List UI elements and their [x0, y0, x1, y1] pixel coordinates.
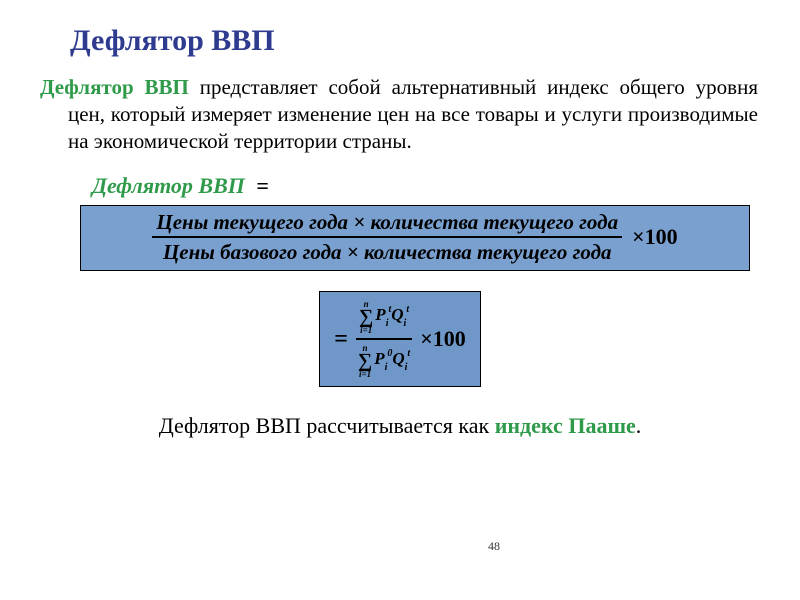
page-number: 48 — [488, 539, 500, 554]
leading-equals: = — [334, 326, 348, 353]
q-sub-num: i — [404, 318, 407, 329]
definition-paragraph: Дефлятор ВВП представляет собой альтерна… — [40, 74, 760, 155]
sigma-symbol-bottom: n ∑ i=1 — [358, 344, 372, 378]
sigma-formula-wrap: = n ∑ i=1 PitQit n ∑ — [40, 291, 760, 387]
slide-title: Дефлятор ВВП — [70, 24, 760, 58]
p-sub-den: i — [385, 362, 388, 373]
sigma-denominator: n ∑ i=1 Pi0Qit — [356, 342, 412, 380]
deflator-label-row: Дефлятор ВВП = — [92, 173, 760, 199]
bottom-prefix: Дефлятор ВВП рассчитывается как — [159, 413, 495, 438]
sigma-fraction-bar — [356, 338, 412, 340]
word-denominator: Цены базового года × количества текущего… — [159, 240, 616, 264]
word-numerator: Цены текущего года × количества текущего… — [152, 210, 622, 234]
sigma-lower-limit-den: i=1 — [359, 370, 371, 378]
q-sup-den: t — [407, 348, 410, 359]
p-sup-den: 0 — [387, 348, 392, 359]
numerator-expression: PitQit — [375, 306, 409, 327]
sigma-lower-limit-num: i=1 — [360, 326, 372, 334]
q-sup-num: t — [406, 304, 409, 315]
word-formula-box: Цены текущего года × количества текущего… — [80, 205, 750, 271]
lead-term: Дефлятор ВВП — [40, 75, 189, 99]
fraction-bar — [152, 236, 622, 238]
sigma-icon: ∑ — [358, 352, 372, 370]
sigma-icon: ∑ — [359, 308, 373, 326]
word-fraction: Цены текущего года × количества текущего… — [152, 210, 622, 264]
sigma-fraction: n ∑ i=1 PitQit n ∑ i=1 — [356, 298, 412, 380]
bottom-line: Дефлятор ВВП рассчитывается как индекс П… — [40, 413, 760, 439]
slide: Дефлятор ВВП Дефлятор ВВП представляет с… — [0, 0, 800, 600]
bottom-suffix: . — [636, 413, 642, 438]
q-sub-den: i — [405, 362, 408, 373]
times-100: ×100 — [632, 224, 678, 250]
sigma-formula-box: = n ∑ i=1 PitQit n ∑ — [319, 291, 481, 387]
equals-sign: = — [256, 173, 269, 198]
sigma-numerator: n ∑ i=1 PitQit — [357, 298, 411, 336]
sigma-symbol-top: n ∑ i=1 — [359, 300, 373, 334]
paasche-index-term: индекс Пааше — [495, 413, 636, 438]
p-sup-num: t — [388, 304, 391, 315]
p-sub-num: i — [386, 318, 389, 329]
deflator-label: Дефлятор ВВП — [92, 173, 245, 198]
denominator-expression: Pi0Qit — [374, 350, 410, 371]
sigma-times-100: ×100 — [420, 326, 466, 352]
